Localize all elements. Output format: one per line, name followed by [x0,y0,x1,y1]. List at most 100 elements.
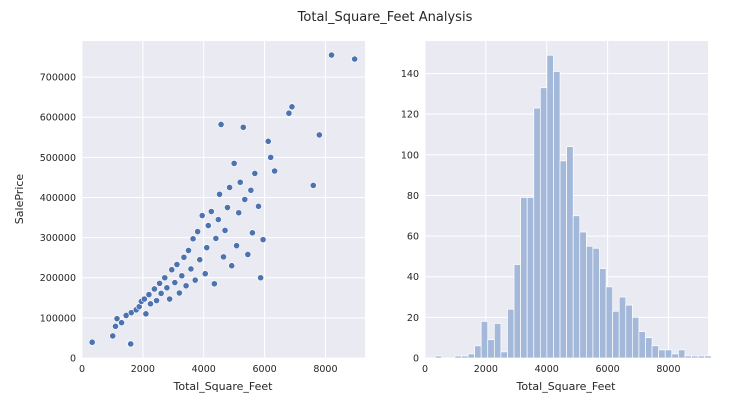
histogram-bar [691,355,699,359]
histogram-bar [645,337,653,359]
scatter-y-tick-label: 700000 [40,73,76,84]
histogram-bar [678,349,686,359]
histogram-bar [592,247,600,359]
scatter-point [210,280,218,288]
scatter-point [247,186,255,194]
scatter-point [267,153,275,161]
histogram-bar [618,296,627,359]
histogram-bar [704,355,712,359]
histogram-bar [585,245,594,359]
scatter-y-tick-label: 400000 [40,193,76,204]
histogram-bar [539,87,548,359]
scatter-point [203,244,211,252]
histogram-bar [697,355,706,359]
scatter-point [220,253,227,261]
histogram-bar [553,71,561,359]
scatter-point [257,274,265,282]
scatter-y-tick-label: 600000 [40,113,76,124]
histogram-x-tick-label: 2000 [474,364,498,375]
scatter-point [233,242,240,250]
scatter-point [309,182,317,189]
scatter-point [201,270,209,278]
scatter-point [271,167,279,175]
scatter-point [255,202,262,210]
histogram-bar [559,160,567,359]
scatter-point [145,291,153,298]
scatter-point [224,204,231,211]
histogram-bar [546,54,554,359]
scatter-point [244,251,252,258]
scatter-x-tick-label: 8000 [313,364,337,375]
scatter-point [185,247,192,254]
scatter-point [288,103,296,111]
histogram-bar [513,264,521,359]
figure-title: Total_Square_Feet Analysis [297,10,473,25]
scatter-x-tick-label: 4000 [192,364,216,375]
scatter-y-tick-label: 300000 [40,233,76,244]
scatter-y-tick-label: 500000 [40,153,76,164]
scatter-point [178,272,186,280]
scatter-point [351,55,359,63]
scatter-point [235,209,243,217]
scatter-point [315,131,323,139]
scatter-x-tick-label: 0 [79,364,85,375]
histogram-bar [638,331,646,359]
scatter-point [187,265,195,273]
scatter-x-axis-label: Total_Square_Feet [173,380,274,393]
scatter-point [241,196,249,203]
scatter-point [216,190,223,198]
scatter-point [118,319,125,327]
scatter-point [204,222,212,229]
histogram-bar [684,355,692,359]
histogram-x-axis-label: Total_Square_Feet [516,380,617,393]
scatter-point [112,322,119,330]
histogram-bar [632,317,640,359]
scatter-point [189,235,197,243]
histogram-bar [651,345,659,359]
histogram-bar [612,310,620,359]
scatter-point [166,295,174,303]
scatter-point [212,235,220,242]
histogram-bar [671,353,679,359]
scatter-point [207,208,215,215]
histogram-bar [474,345,482,359]
histogram-bar [454,355,462,359]
histogram-y-tick-label: 140 [401,69,419,80]
scatter-point [168,266,176,274]
histogram-bar [461,355,469,359]
scatter-point [217,121,225,128]
scatter-point [157,289,165,297]
scatter-point [264,137,272,145]
histogram-y-tick-label: 120 [401,110,419,121]
scatter-point [142,310,150,318]
scatter-plot: 0 2000 4000 6000 8000 0 100000 200000 300000 4000… [13,41,365,393]
histogram-bar [605,286,613,359]
histogram-bar [566,146,574,359]
scatter-point [214,216,222,223]
histogram-bar [533,107,541,359]
histogram-plot: 0 2000 4000 6000 8000 0 20 40 60 80 100 120 140 Tota… [401,41,712,393]
scatter-point [236,178,244,186]
scatter-point [228,262,236,270]
histogram-x-tick-label: 8000 [656,364,680,375]
histogram-bar [599,268,607,359]
histogram-bar [664,349,673,359]
scatter-point [180,253,188,261]
histogram-x-tick-label: 6000 [595,364,619,375]
scatter-point [249,229,256,237]
scatter-point [122,312,130,319]
scatter-point [173,261,181,268]
histogram-bar [625,304,633,359]
histogram-bar [526,197,535,359]
scatter-point [163,284,171,292]
histogram-bar [480,321,489,359]
scatter-point [194,228,202,236]
scatter-point [171,279,179,286]
scatter-point [156,279,163,287]
scatter-point [239,123,247,131]
histogram-bar [572,215,581,359]
histogram-bar [467,353,475,359]
scatter-y-tick-label: 0 [70,354,76,365]
scatter-x-tick-label: 6000 [252,364,276,375]
